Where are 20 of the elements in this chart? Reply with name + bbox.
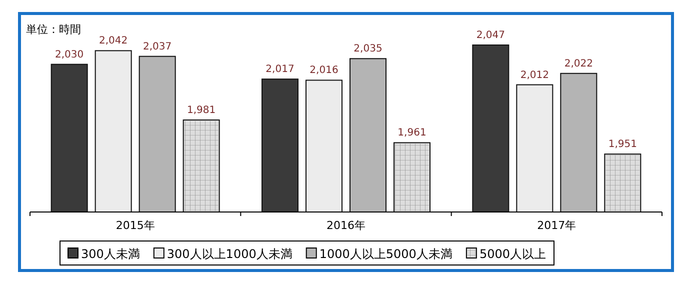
data-label: 1,951 [608, 139, 637, 150]
data-label: 2,016 [310, 65, 338, 76]
data-label: 2,047 [476, 30, 505, 41]
legend-label: 300人以上1000人未満 [166, 247, 292, 261]
x-tick-label: 2016年 [326, 219, 366, 232]
text: 単位：時間 [26, 23, 81, 36]
legend-label: 1000人以上5000人未満 [319, 247, 452, 261]
data-label: 1,981 [187, 104, 216, 116]
data-label: 1,961 [398, 128, 426, 139]
legend-label: 5000人以上 [479, 247, 546, 261]
data-label: 2,017 [266, 64, 294, 76]
data-label: 2,012 [520, 70, 549, 81]
legend-label: 300人未満 [81, 247, 140, 261]
x-tick-label: 2015年 [116, 219, 155, 232]
data-label: 2,030 [55, 49, 84, 60]
data-label: 2,037 [143, 41, 172, 52]
x-tick-label: 2017年 [537, 219, 576, 232]
data-label: 2,035 [354, 44, 382, 55]
data-label: 2,022 [564, 58, 593, 70]
data-label: 2,042 [99, 36, 128, 47]
